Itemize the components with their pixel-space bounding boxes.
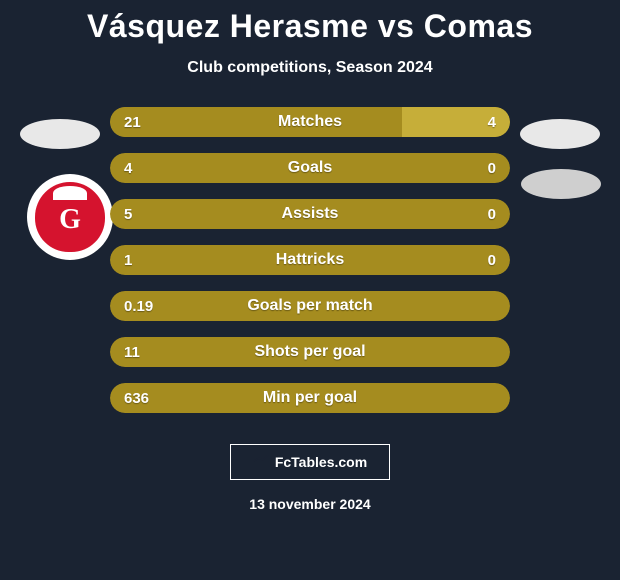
stat-row: 0.19Goals per match <box>110 291 510 321</box>
brand-chart-icon <box>253 455 269 469</box>
stat-label: Min per goal <box>110 383 510 413</box>
player1-club-logo: G <box>27 174 113 260</box>
stat-value-p2: 0 <box>488 153 496 183</box>
stat-value-p2: 4 <box>488 107 496 137</box>
stat-value-p2: 0 <box>488 199 496 229</box>
page-subtitle: Club competitions, Season 2024 <box>0 59 620 77</box>
stat-row: 21Matches4 <box>110 107 510 137</box>
stat-label: Assists <box>110 199 510 229</box>
page-title: Vásquez Herasme vs Comas <box>0 0 620 45</box>
stat-label: Matches <box>110 107 510 137</box>
brand-label: FcTables.com <box>275 454 367 470</box>
stat-row: 636Min per goal <box>110 383 510 413</box>
stat-bars: 21Matches44Goals05Assists01Hattricks00.1… <box>110 107 510 429</box>
stat-label: Goals <box>110 153 510 183</box>
stat-row: 11Shots per goal <box>110 337 510 367</box>
brand-badge[interactable]: FcTables.com <box>230 444 390 480</box>
player1-avatar-placeholder <box>20 119 100 149</box>
stat-row: 1Hattricks0 <box>110 245 510 275</box>
stat-label: Hattricks <box>110 245 510 275</box>
club-crest-icon: G <box>35 182 105 252</box>
stat-row: 5Assists0 <box>110 199 510 229</box>
player2-club-placeholder <box>521 169 601 199</box>
player2-avatar-placeholder <box>520 119 600 149</box>
stat-value-p2: 0 <box>488 245 496 275</box>
stat-label: Goals per match <box>110 291 510 321</box>
footer-date: 13 november 2024 <box>0 496 620 512</box>
stat-row: 4Goals0 <box>110 153 510 183</box>
stat-label: Shots per goal <box>110 337 510 367</box>
